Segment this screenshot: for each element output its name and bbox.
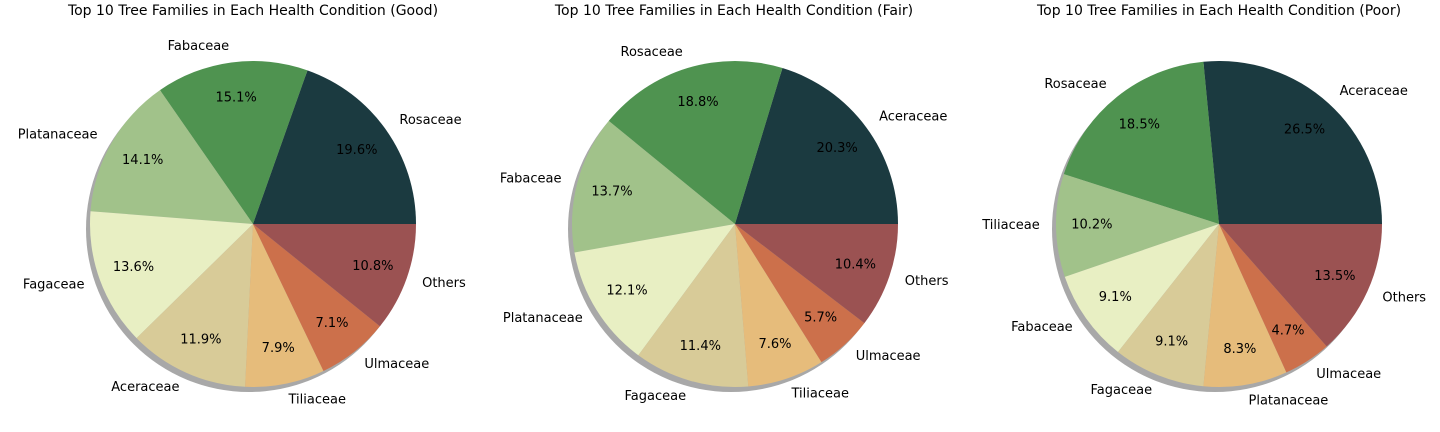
slice-category-label: Aceraceae — [111, 380, 179, 395]
pie-slice-ulmaceae — [253, 224, 380, 371]
pie-slice-rosaceae — [253, 70, 416, 224]
slice-percent-label: 13.5% — [1314, 269, 1355, 284]
pie-slice-ulmaceae — [1219, 224, 1327, 373]
slice-category-label: Aceraceae — [1340, 84, 1408, 99]
slice-percent-label: 18.8% — [677, 95, 718, 110]
pie-slice-ulmaceae — [735, 224, 865, 363]
slice-category-label: Fabaceae — [1011, 320, 1073, 335]
pie-chart-1: Top 10 Tree Families in Each Health Cond… — [18, 3, 466, 407]
slice-percent-label: 9.1% — [1099, 290, 1132, 305]
slice-category-label: Others — [1382, 290, 1426, 305]
slice-category-label: Fagaceae — [1091, 383, 1153, 398]
pie-slice-fabaceae — [159, 60, 308, 225]
slice-percent-label: 9.1% — [1155, 335, 1188, 350]
slice-category-label: Rosaceae — [621, 45, 683, 60]
pie-slice-fabaceae — [572, 120, 735, 253]
slice-percent-label: 11.4% — [680, 339, 721, 354]
slice-category-label: Others — [422, 276, 466, 291]
slice-category-label: Tiliaceae — [288, 392, 346, 407]
slice-percent-label: 10.2% — [1071, 218, 1112, 233]
pie-slice-fagaceae — [89, 211, 253, 339]
slice-category-label: Fagaceae — [625, 389, 687, 404]
slice-percent-label: 14.1% — [122, 153, 163, 168]
slice-percent-label: 15.1% — [215, 91, 256, 106]
slice-category-label: Ulmaceae — [856, 349, 921, 364]
pie-slice-platanaceae — [574, 224, 735, 356]
slice-percent-label: 26.5% — [1284, 122, 1325, 137]
slice-percent-label: 12.1% — [606, 284, 647, 299]
pie-slice-aceraceae — [1203, 61, 1382, 224]
pie-slice-fagaceae — [638, 224, 749, 388]
pie-slice-tiliaceae — [245, 224, 324, 388]
chart-title: Top 10 Tree Families in Each Health Cond… — [1036, 3, 1401, 19]
slice-percent-label: 19.6% — [336, 143, 377, 158]
slice-category-label: Ulmaceae — [364, 357, 429, 372]
slice-category-label: Tiliaceae — [981, 218, 1039, 233]
slice-category-label: Platanaceae — [18, 127, 98, 142]
slice-category-label: Platanaceae — [503, 311, 583, 326]
slice-percent-label: 7.6% — [758, 337, 791, 352]
slice-percent-label: 13.7% — [591, 185, 632, 200]
slice-percent-label: 11.9% — [180, 333, 221, 348]
slice-percent-label: 8.3% — [1223, 342, 1256, 357]
slice-category-label: Rosaceae — [1044, 77, 1106, 92]
pie-slice-tiliaceae — [735, 224, 822, 387]
pie-slice-others — [1219, 224, 1382, 347]
slice-percent-label: 7.9% — [262, 341, 295, 356]
slice-category-label: Platanaceae — [1249, 393, 1329, 408]
slice-category-label: Fabaceae — [500, 171, 562, 186]
slice-percent-label: 7.1% — [315, 316, 348, 331]
slice-percent-label: 10.4% — [835, 257, 876, 272]
slice-category-label: Rosaceae — [399, 113, 461, 128]
slice-category-label: Aceraceae — [879, 110, 947, 125]
chart-title: Top 10 Tree Families in Each Health Cond… — [67, 3, 438, 19]
slice-category-label: Ulmaceae — [1316, 367, 1381, 382]
slice-percent-label: 13.6% — [113, 260, 154, 275]
pie-slice-tiliaceae — [1056, 174, 1219, 277]
pie-chart-3: Top 10 Tree Families in Each Health Cond… — [981, 3, 1426, 408]
pie-slice-aceraceae — [735, 68, 898, 224]
slice-category-label: Fagaceae — [23, 278, 85, 293]
pie-slice-fagaceae — [1118, 224, 1219, 387]
slice-percent-label: 20.3% — [816, 141, 857, 156]
pie-slice-others — [735, 224, 898, 324]
pie-slice-rosaceae — [1063, 61, 1219, 224]
pie-chart-2: Top 10 Tree Families in Each Health Cond… — [500, 3, 949, 404]
slice-percent-label: 4.7% — [1271, 323, 1304, 338]
pie-slice-platanaceae — [1203, 224, 1287, 387]
slice-percent-label: 18.5% — [1119, 118, 1160, 133]
slice-category-label: Tiliaceae — [791, 387, 849, 402]
pie-slice-rosaceae — [608, 61, 783, 224]
slice-percent-label: 5.7% — [804, 311, 837, 326]
chart-title: Top 10 Tree Families in Each Health Cond… — [554, 3, 913, 19]
pie-slice-others — [253, 224, 416, 327]
pie-slice-platanaceae — [90, 90, 253, 224]
slice-percent-label: 10.8% — [352, 259, 393, 274]
pie-slice-aceraceae — [136, 224, 253, 387]
pie-slice-fabaceae — [1064, 224, 1219, 352]
slice-category-label: Others — [905, 274, 949, 289]
slice-category-label: Fabaceae — [168, 39, 230, 54]
